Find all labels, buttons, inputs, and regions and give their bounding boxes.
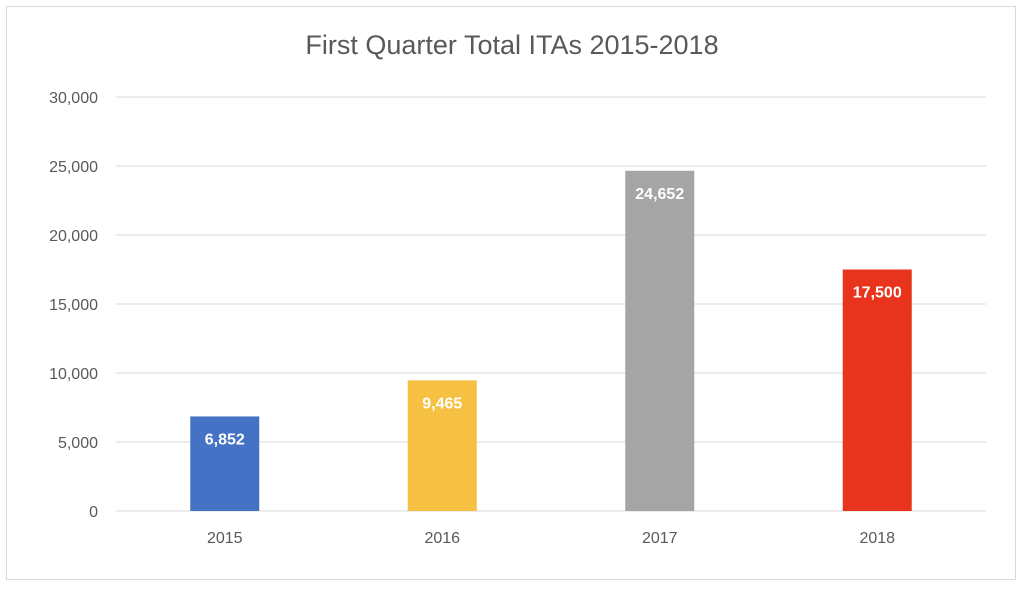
data-label: 17,500	[853, 285, 902, 302]
y-tick-label: 0	[89, 504, 98, 521]
y-tick-label: 5,000	[58, 435, 98, 452]
x-tick-label: 2018	[859, 530, 895, 547]
x-tick-label: 2017	[642, 530, 678, 547]
bar-2015	[190, 416, 260, 511]
bar-2017	[625, 170, 695, 511]
x-tick-label: 2016	[424, 530, 460, 547]
y-tick-label: 15,000	[49, 297, 98, 314]
bar-2018	[842, 269, 912, 511]
data-label: 6,852	[205, 431, 245, 448]
chart-title: First Quarter Total ITAs 2015-2018	[305, 30, 718, 60]
y-tick-label: 30,000	[49, 90, 98, 107]
y-tick-label: 10,000	[49, 366, 98, 383]
x-tick-label: 2015	[207, 530, 243, 547]
y-tick-label: 25,000	[49, 159, 98, 176]
data-label: 24,652	[635, 186, 684, 203]
y-tick-label: 20,000	[49, 228, 98, 245]
bar-2016	[407, 380, 477, 511]
data-label: 9,465	[422, 395, 462, 412]
